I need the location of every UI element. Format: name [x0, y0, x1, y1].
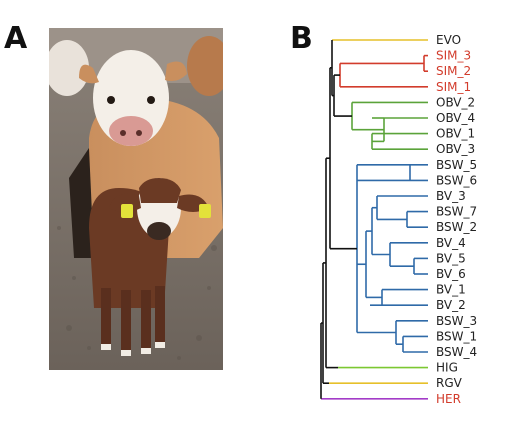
tree-leaf-label: BV_1 — [436, 283, 466, 297]
cow-and-calf-photo — [49, 28, 223, 370]
panel-b-label: B — [290, 21, 313, 56]
tree-leaf-label: BV_6 — [436, 267, 466, 281]
tree-leaf-label: BV_5 — [436, 251, 466, 265]
tree-leaf-label: BSW_6 — [436, 173, 477, 187]
tree-leaf-label: HER — [436, 392, 461, 406]
tree-leaf-label: SIM_1 — [436, 80, 471, 94]
tree-leaf-label: BSW_7 — [436, 205, 477, 219]
tree-leaf-label: EVO — [436, 33, 461, 47]
tree-leaf-label: OBV_3 — [436, 142, 475, 156]
tree-leaf-label: BV_4 — [436, 236, 466, 250]
tree-leaf-label: BSW_1 — [436, 329, 477, 343]
tree-leaf-label: HIG — [436, 361, 458, 375]
tree-leaf-label: OBV_4 — [436, 111, 475, 125]
tree-leaf-label: BSW_2 — [436, 220, 477, 234]
tree-leaf-label: OBV_1 — [436, 127, 475, 141]
tree-leaf-label: RGV — [436, 376, 463, 390]
tree-leaf-label: BSW_5 — [436, 158, 477, 172]
tree-leaf-label: SIM_2 — [436, 64, 471, 78]
tree-leaf-label: BV_2 — [436, 298, 466, 312]
tree-leaf-label: BSW_3 — [436, 314, 477, 328]
tree-leaf-label: OBV_2 — [436, 95, 475, 109]
tree-leaf-label: BSW_4 — [436, 345, 477, 359]
panel-a-label: A — [4, 21, 28, 56]
tree-leaf-label: BV_3 — [436, 189, 466, 203]
tree-leaf-label: SIM_3 — [436, 49, 471, 63]
